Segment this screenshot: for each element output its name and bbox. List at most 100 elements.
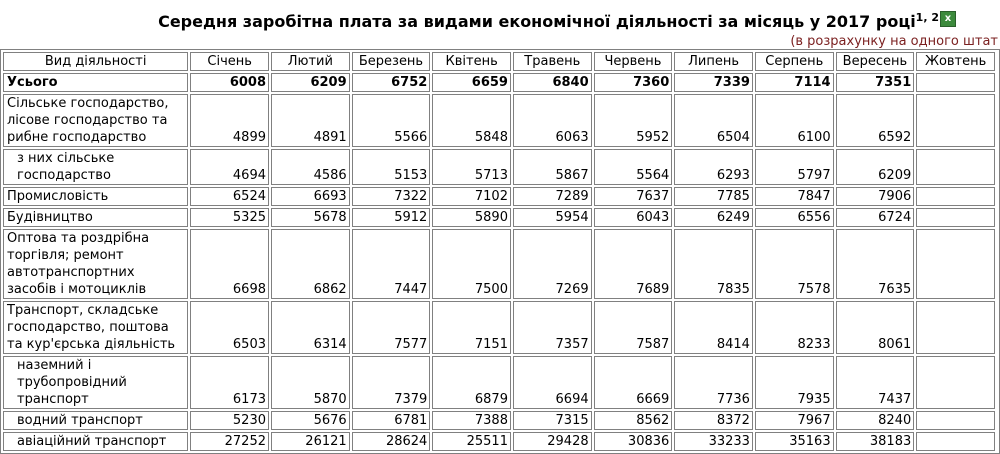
column-header-month: Червень	[593, 52, 673, 71]
value-cell	[916, 229, 995, 299]
row-label: авіаційний транспорт	[3, 432, 189, 451]
value-cell: 7102	[432, 187, 511, 206]
row-label: Сільське господарство, лісове господарст…	[3, 94, 189, 147]
value-cell: 6659	[432, 73, 511, 92]
value-cell: 6249	[674, 208, 753, 227]
row-label: Будівництво	[3, 208, 189, 227]
value-cell: 7388	[432, 411, 511, 430]
value-cell: 5676	[271, 411, 350, 430]
value-cell: 6063	[512, 94, 592, 147]
value-cell: 5713	[432, 149, 511, 185]
column-header-month: Квітень	[432, 52, 511, 71]
value-cell: 7785	[674, 187, 753, 206]
value-cell: 7578	[754, 229, 834, 299]
value-cell: 8414	[674, 301, 753, 354]
value-cell: 7360	[593, 73, 673, 92]
value-cell: 6879	[432, 356, 511, 409]
table-row: з них сільське господарство 4694 4586 5153 5…	[3, 149, 997, 185]
row-label: водний транспорт	[3, 411, 189, 430]
value-cell: 4694	[190, 149, 269, 185]
column-header-month: Травень	[512, 52, 592, 71]
table-row: Будівництво 5325 5678 5912 5890 5954 6043 6249 6…	[3, 208, 997, 227]
value-cell: 5890	[432, 208, 511, 227]
value-cell: 7322	[351, 187, 431, 206]
value-cell: 38183	[835, 432, 915, 451]
value-cell: 6209	[835, 149, 915, 185]
value-cell: 6724	[835, 208, 915, 227]
value-cell: 5870	[271, 356, 350, 409]
table-row: наземний і трубопровідний транспорт 6173 5…	[3, 356, 997, 409]
value-cell: 7967	[754, 411, 834, 430]
value-cell: 7447	[351, 229, 431, 299]
value-cell: 7577	[351, 301, 431, 354]
value-cell: 6752	[351, 73, 431, 92]
value-cell: 29428	[512, 432, 592, 451]
value-cell: 28624	[351, 432, 431, 451]
value-cell: 6504	[674, 94, 753, 147]
value-cell: 5912	[351, 208, 431, 227]
table-row: Сільське господарство, лісове господарст…	[3, 94, 997, 147]
excel-icon[interactable]: x	[940, 11, 956, 27]
value-cell: 7637	[593, 187, 673, 206]
value-cell: 8372	[674, 411, 753, 430]
value-cell: 6840	[512, 73, 592, 92]
value-cell: 7151	[432, 301, 511, 354]
value-cell: 6694	[512, 356, 592, 409]
value-cell: 5153	[351, 149, 431, 185]
value-cell: 6592	[835, 94, 915, 147]
table-row: Усього 6008 6209 6752 6659 6840 7360 7339 7114 73…	[3, 73, 997, 92]
value-cell: 6043	[593, 208, 673, 227]
column-header-month: Жовтень	[916, 52, 995, 71]
value-cell: 5848	[432, 94, 511, 147]
value-cell: 6524	[190, 187, 269, 206]
header-row: Вид діяльності Січень Лютий Березень Квітень…	[3, 52, 997, 71]
value-cell: 7289	[512, 187, 592, 206]
value-cell: 26121	[271, 432, 350, 451]
title-text: Середня заробітна плата за видами економ…	[158, 12, 916, 31]
column-header-month: Лютий	[271, 52, 350, 71]
value-cell: 7500	[432, 229, 511, 299]
value-cell: 4891	[271, 94, 350, 147]
value-cell: 7339	[674, 73, 753, 92]
value-cell: 5952	[593, 94, 673, 147]
value-cell: 25511	[432, 432, 511, 451]
value-cell	[916, 411, 995, 430]
value-cell	[916, 356, 995, 409]
value-cell: 7835	[674, 229, 753, 299]
value-cell: 6693	[271, 187, 350, 206]
row-label: Транспорт, складське господарство, пошто…	[3, 301, 189, 354]
value-cell: 7357	[512, 301, 592, 354]
value-cell: 7437	[835, 356, 915, 409]
value-cell: 7379	[351, 356, 431, 409]
value-cell: 8240	[835, 411, 915, 430]
value-cell	[916, 301, 995, 354]
value-cell	[916, 208, 995, 227]
value-cell: 27252	[190, 432, 269, 451]
table-row: водний транспорт 5230 5676 6781 7388 7315 8562…	[3, 411, 997, 430]
value-cell: 5566	[351, 94, 431, 147]
value-cell	[916, 187, 995, 206]
value-cell: 5325	[190, 208, 269, 227]
value-cell: 5564	[593, 149, 673, 185]
value-cell: 7847	[754, 187, 834, 206]
column-header-month: Березень	[351, 52, 431, 71]
value-cell: 7351	[835, 73, 915, 92]
value-cell: 7689	[593, 229, 673, 299]
value-cell: 5954	[512, 208, 592, 227]
column-header-month: Липень	[674, 52, 753, 71]
value-cell: 6008	[190, 73, 269, 92]
value-cell: 6173	[190, 356, 269, 409]
value-cell: 5230	[190, 411, 269, 430]
value-cell: 7269	[512, 229, 592, 299]
value-cell: 7635	[835, 229, 915, 299]
value-cell	[916, 432, 995, 451]
value-cell: 7935	[754, 356, 834, 409]
value-cell: 7906	[835, 187, 915, 206]
value-cell: 6669	[593, 356, 673, 409]
column-header-month: Вересень	[835, 52, 915, 71]
row-label: Усього	[3, 73, 189, 92]
value-cell: 4899	[190, 94, 269, 147]
value-cell: 6293	[674, 149, 753, 185]
value-cell	[916, 94, 995, 147]
table-row: Транспорт, складське господарство, пошто…	[3, 301, 997, 354]
